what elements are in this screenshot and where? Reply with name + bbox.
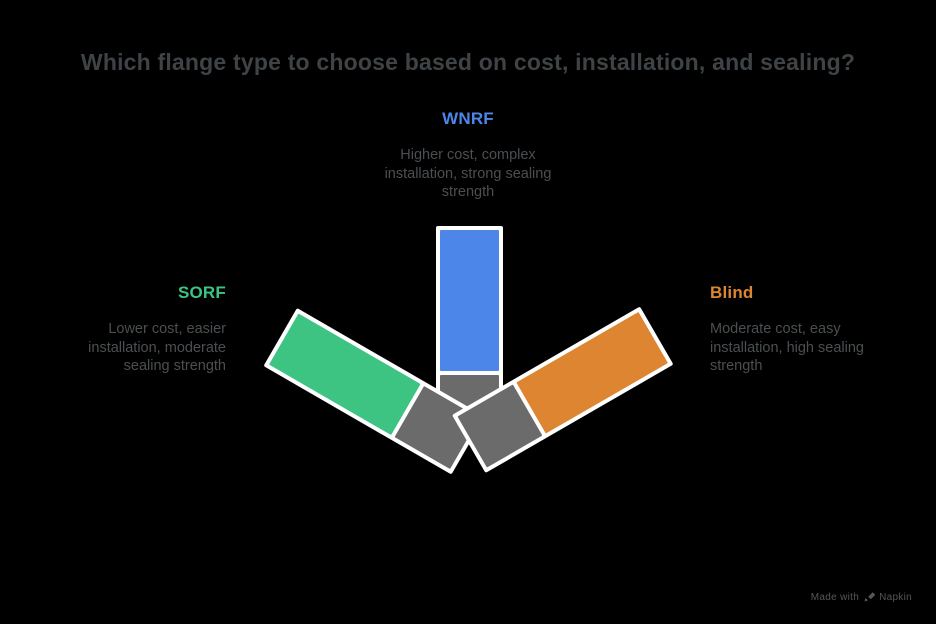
blind-bar-orange-segment — [516, 311, 668, 434]
description-line: Higher cost, complex — [400, 147, 536, 163]
option-sorf: SORF Lower cost, easier installation, mo… — [26, 283, 226, 376]
option-sorf-label: SORF — [177, 283, 226, 302]
description-line: Moderate cost, easy — [710, 321, 841, 337]
option-blind-description: Moderate cost, easy installation, high s… — [710, 320, 920, 376]
sorf-bar-green-segment — [268, 313, 421, 436]
option-sorf-description: Lower cost, easier installation, moderat… — [26, 320, 226, 376]
napkin-credit: Made with Napkin — [811, 591, 912, 603]
option-blind-label: Blind — [710, 283, 754, 302]
description-line: installation, strong sealing — [384, 165, 552, 182]
option-wnrf: WNRF Higher cost, complex installation, … — [334, 109, 602, 202]
page-title: Which flange type to choose based on cos… — [80, 49, 856, 75]
description-line: strength — [710, 358, 763, 374]
description-line: Lower cost, easier — [108, 321, 226, 337]
description-line: installation, high sealing — [710, 339, 864, 356]
credit-brand: Napkin — [879, 591, 912, 603]
credit-text: Made with — [810, 591, 860, 603]
wnrf-bar-blue-segment — [440, 230, 499, 371]
description-line: installation, moderate — [88, 339, 226, 356]
option-wnrf-description: Higher cost, complex installation, stron… — [334, 146, 602, 202]
option-wnrf-label: WNRF — [442, 109, 494, 128]
description-line: strength — [441, 184, 495, 200]
description-line: sealing strength — [123, 358, 226, 374]
napkin-logo-icon — [863, 591, 876, 603]
option-blind: Blind Moderate cost, easy installation, … — [710, 283, 920, 376]
